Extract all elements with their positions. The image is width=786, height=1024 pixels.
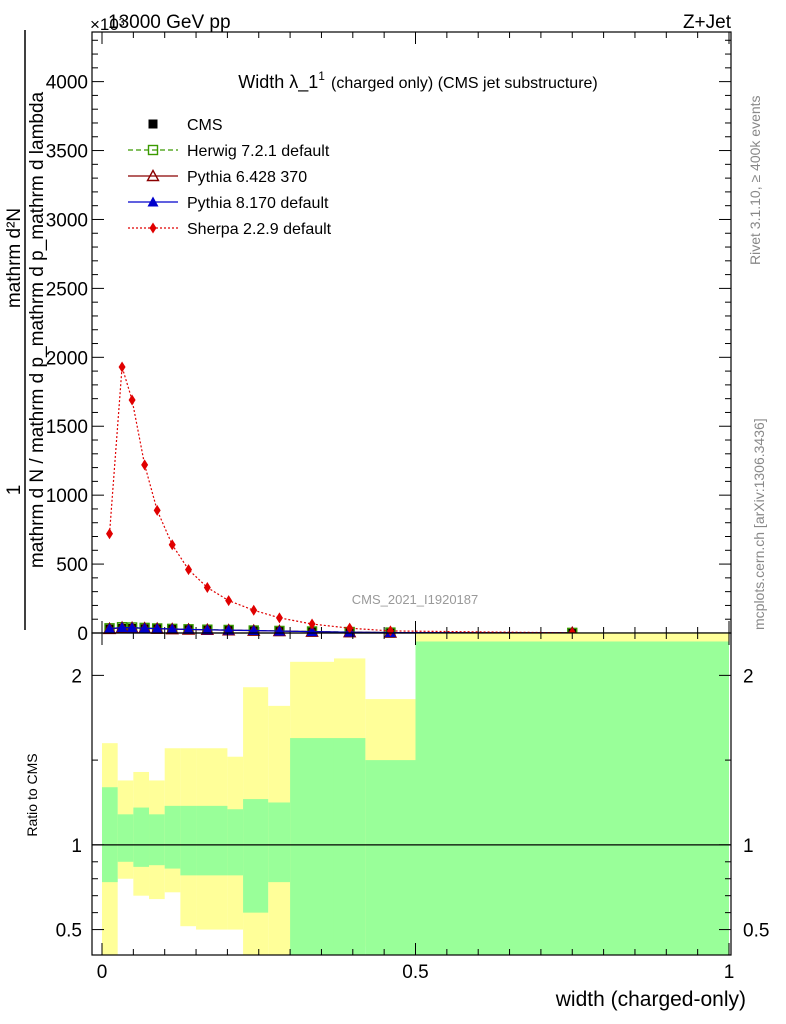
ratio-y-tick-label-right: 2 — [743, 666, 754, 687]
main-title: Width λ_11 (charged only) (CMS jet substr… — [238, 69, 598, 93]
data-point — [166, 623, 178, 634]
ratio-inner-band-bin — [268, 802, 291, 883]
series-line — [109, 626, 573, 634]
data-point — [346, 622, 354, 634]
ratio-y-tick-label-right: 0.5 — [743, 921, 769, 942]
title-superscript: 1 — [318, 69, 325, 83]
data-point — [151, 623, 163, 634]
data-point — [126, 622, 138, 633]
data-point — [386, 625, 394, 637]
data-point — [203, 582, 211, 594]
x-axis-label: width (charged-only) — [555, 988, 746, 1011]
legend-label: Herwig 7.2.1 default — [187, 143, 330, 160]
ratio-inner-band-bin — [102, 787, 118, 883]
legend-marker — [146, 169, 160, 182]
ratio-inner-band-bin — [149, 814, 165, 866]
legend-marker — [149, 222, 157, 234]
ratio-frame — [91, 632, 732, 956]
ratio-panel: 0 0.5 1 0.5 0.5 1 1 2 2 — [56, 632, 769, 983]
data-point — [183, 623, 195, 634]
title-suffix: (charged only) (CMS jet substructure) — [331, 75, 598, 92]
data-point — [106, 528, 114, 540]
x-tick-label: 0.5 — [402, 962, 428, 983]
data-point — [201, 624, 213, 635]
legend-label: Sherpa 2.2.9 default — [187, 221, 332, 238]
legend-marker — [147, 144, 159, 156]
data-point — [104, 623, 116, 634]
watermark: CMS_2021_I1920187 — [352, 592, 479, 607]
ratio-inner-band-bin — [164, 805, 181, 869]
y-axis-label-ratio: Ratio to CMS — [24, 753, 40, 836]
ratio-y-tick-label-right: 1 — [743, 836, 754, 857]
data-point — [308, 618, 316, 630]
legend-label: Pythia 8.170 default — [187, 195, 329, 212]
y-axis-label-main: mathrm d²N 1 mathrm d N / mathrm d p_mat… — [4, 30, 48, 630]
data-point — [118, 361, 126, 373]
data-point — [139, 622, 151, 633]
legend: CMS Herwig 7.2.1 default Pythia 6.428 370 P… — [128, 117, 332, 238]
y-tick-label: 2500 — [46, 279, 88, 300]
y-tick-label: 1500 — [46, 417, 88, 438]
data-point — [168, 539, 176, 551]
y-tick-label: 1000 — [46, 486, 88, 507]
ratio-inner-band-bin — [180, 805, 197, 876]
data-point — [225, 595, 233, 607]
side-label-rivet: Rivet 3.1.10, ≥ 400k events — [747, 95, 763, 265]
legend-marker — [148, 119, 158, 129]
y-tick-label: 3500 — [46, 142, 88, 163]
y-label-numerator: 1 — [4, 485, 25, 496]
series-line — [108, 366, 573, 634]
header-left: 13000 GeV pp — [108, 12, 231, 33]
ratio-inner-band-bin — [415, 641, 729, 955]
header-right: Z+Jet — [683, 12, 732, 33]
data-point — [250, 604, 258, 616]
data-point — [306, 626, 318, 637]
data-point — [275, 612, 283, 624]
data-point — [141, 459, 149, 471]
title-main-text: Width λ_1 — [238, 72, 318, 93]
ratio-y-tick-label: 1 — [71, 836, 82, 857]
data-point — [128, 394, 136, 406]
x-tick-label: 0 — [97, 962, 108, 983]
data-point — [116, 621, 128, 632]
ratio-inner-band-bin — [196, 805, 228, 876]
data-point — [185, 564, 193, 576]
y-tick-label: 2000 — [46, 348, 88, 369]
x-tick-label: 1 — [724, 962, 735, 983]
side-label-mcplots: mcplots.cern.ch [arXiv:1306.3436] — [751, 418, 767, 630]
data-point — [223, 624, 235, 635]
legend-label: Pythia 6.428 370 — [187, 169, 307, 186]
legend-marker — [147, 196, 159, 207]
ratio-inner-band-bin — [227, 809, 244, 876]
ratio-inner-band-bin — [290, 738, 334, 955]
ratio-y-tick-label: 0.5 — [56, 921, 82, 942]
ratio-inner-band-bin — [243, 799, 269, 913]
y-exponent: ×10³ — [90, 15, 125, 34]
legend-label: CMS — [187, 117, 223, 134]
data-point — [153, 504, 161, 516]
y-label-top: mathrm d²N — [4, 208, 25, 308]
ratio-inner-band-bin — [333, 738, 366, 955]
y-tick-label: 3000 — [46, 210, 88, 231]
ratio-inner-band-bin — [365, 760, 416, 955]
ratio-inner-band-bin — [117, 814, 134, 862]
y-tick-label: 0 — [77, 624, 88, 645]
y-tick-label: 500 — [56, 555, 88, 576]
y-tick-label: 4000 — [46, 73, 88, 94]
y-label-denominator: mathrm d N / mathrm d p_mathrm d p_mathr… — [27, 91, 48, 568]
ratio-y-tick-label: 2 — [71, 666, 82, 687]
ratio-inner-band-bin — [133, 807, 150, 867]
